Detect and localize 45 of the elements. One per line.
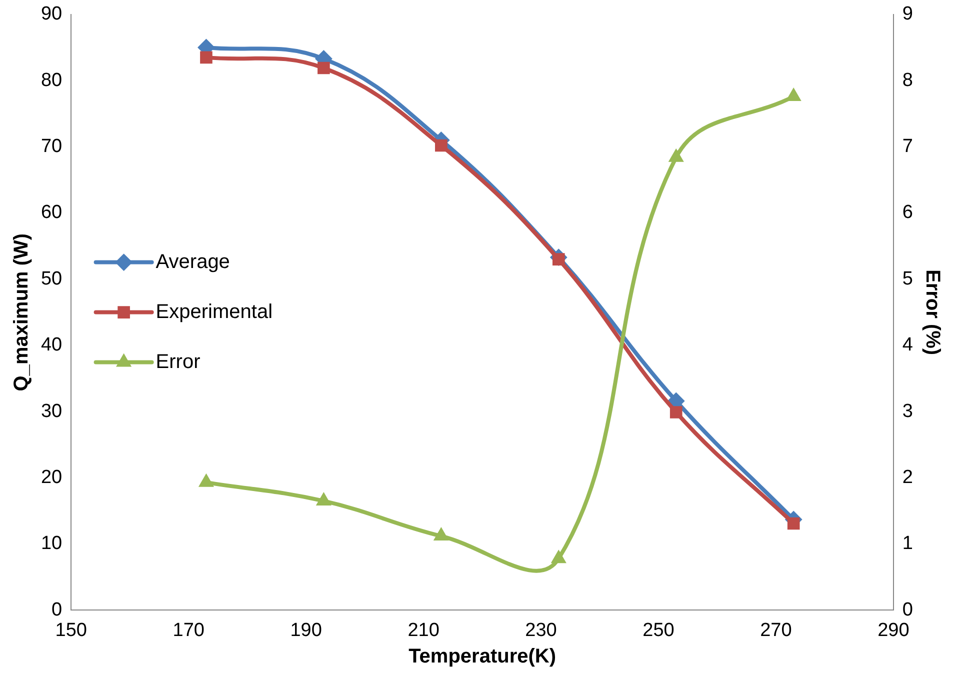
y2-tick-label: 2	[902, 467, 914, 488]
x-tick-label: 190	[290, 620, 322, 641]
y-tick-label: 20	[40, 467, 62, 488]
y-tick-label: 90	[40, 4, 62, 25]
point	[316, 492, 332, 506]
y-tick-label: 30	[40, 400, 62, 422]
y-tick-label: 60	[40, 202, 62, 224]
x-tick-label: 250	[642, 620, 674, 641]
y-axis-title: Q_maximum (W)	[10, 233, 33, 392]
point	[787, 517, 800, 530]
y-tick-label: 80	[40, 70, 62, 91]
legend-label: Experimental	[156, 300, 273, 323]
point	[200, 51, 212, 64]
point	[435, 139, 448, 152]
y2-tick-label: 1	[902, 533, 914, 554]
point	[670, 406, 682, 418]
point	[668, 148, 684, 162]
y-tick-label: 70	[40, 136, 62, 158]
x-tick-label: 210	[408, 620, 440, 641]
y2-tick-label: 5	[902, 268, 914, 290]
y2-tick-label: 6	[902, 202, 914, 224]
point	[551, 550, 566, 564]
point	[434, 528, 449, 541]
y2-tick-label: 3	[902, 400, 914, 422]
y2-tick-label: 0	[902, 599, 914, 620]
y-tick-label: 50	[40, 268, 62, 290]
y2-tick-label: 7	[902, 136, 914, 158]
x-tick-label: 290	[878, 620, 910, 641]
y-tick-label: 40	[40, 334, 62, 356]
y2-tick-label: 9	[902, 4, 914, 25]
point	[786, 88, 802, 101]
x-axis-title: Temperature(K)	[408, 646, 556, 668]
legend-label: Average	[156, 250, 230, 273]
point	[318, 62, 330, 74]
x-tick-label: 230	[525, 620, 557, 641]
y2-tick-label: 8	[902, 70, 914, 91]
x-tick-label: 170	[172, 620, 204, 641]
y-tick-label: 10	[40, 533, 62, 554]
y-tick-label: 0	[52, 599, 62, 620]
legend-label: Error	[156, 350, 201, 373]
point	[198, 474, 214, 487]
x-tick-label: 270	[760, 620, 792, 641]
y2-tick-label: 4	[902, 334, 914, 356]
x-tick-label: 150	[55, 620, 87, 641]
y2-axis-title: Error (%)	[921, 270, 944, 356]
